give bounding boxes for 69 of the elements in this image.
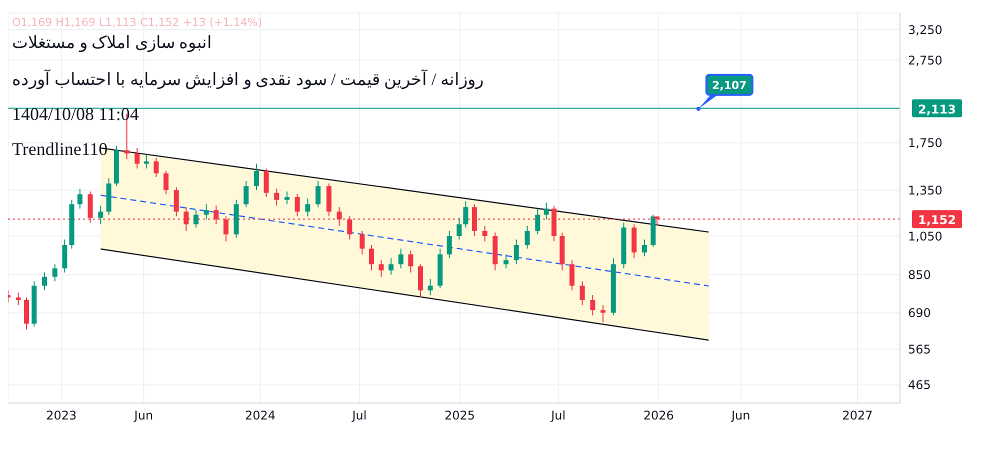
- y-tick-label: 565: [908, 342, 931, 357]
- y-tick-label: 465: [908, 378, 931, 392]
- candlestick: [428, 278, 433, 296]
- candlestick: [284, 190, 290, 205]
- x-tick-label: 2023: [46, 408, 77, 423]
- candlestick: [504, 254, 509, 269]
- candlestick: [544, 202, 549, 220]
- x-tick-label: 2024: [245, 408, 276, 423]
- x-tick-label: Jul: [351, 408, 367, 423]
- y-tick-label: 1,750: [908, 136, 942, 150]
- ref-line-label: 1,152: [918, 213, 956, 228]
- candlestick: [77, 188, 82, 210]
- candlestick: [535, 208, 540, 235]
- price-callout: 2,107: [698, 74, 754, 109]
- candlestick: [134, 148, 140, 169]
- x-tick-label: 2025: [444, 408, 475, 423]
- candlestick: [388, 258, 394, 276]
- candlestick: [24, 297, 30, 330]
- annotation: O1,169 H1,169 L1,113 C1,152 +13 (+1.14%): [12, 16, 264, 30]
- candlestick: [463, 200, 468, 228]
- y-tick-label: 1,050: [908, 229, 942, 244]
- candlestick: [174, 186, 179, 217]
- x-tick-label: Jul: [550, 408, 566, 423]
- candlestick: [368, 244, 374, 271]
- candlestick: [193, 210, 198, 228]
- y-tick-label: 690: [908, 306, 931, 320]
- candlestick: [408, 250, 414, 274]
- candlestick: [254, 163, 259, 191]
- candlestick: [154, 157, 159, 178]
- candlestick: [524, 225, 530, 250]
- candlestick: [446, 230, 452, 259]
- candlestick: [164, 170, 169, 195]
- candlestick: [52, 264, 58, 282]
- candlestick: [316, 180, 321, 208]
- candlestick: [590, 294, 596, 316]
- candlestick: [398, 248, 404, 269]
- candlestick: [294, 194, 300, 217]
- candlestick: [482, 225, 488, 242]
- y-tick-label: 1,350: [908, 183, 942, 198]
- x-tick-label: Jun: [133, 408, 154, 423]
- text: روزانه / آخرین قیمت / سود نقدی و افزایش سرمایه با احتساب آورده: [12, 69, 484, 90]
- candlestick: [360, 230, 365, 255]
- x-tick-label: 2026: [643, 408, 674, 423]
- candlestick: [98, 205, 104, 225]
- candlestick: [16, 292, 21, 306]
- x-tick-label: Jun: [730, 408, 750, 423]
- annotation: Trendline110: [12, 139, 109, 160]
- candlestick: [642, 239, 647, 257]
- ref-line-label: 2,113: [918, 102, 956, 116]
- candlestick: [62, 239, 68, 274]
- candlestick: [600, 304, 606, 323]
- x-tick-label: 2027: [842, 408, 873, 423]
- annotation: 1404/10/08 11:04: [12, 104, 140, 125]
- candlestick: [244, 180, 249, 208]
- candlestick: [456, 217, 462, 240]
- candlestick: [274, 188, 280, 206]
- y-tick-label: 850: [908, 268, 931, 282]
- text: انبوه سازی املاک و مستغلات: [12, 32, 213, 53]
- candlestick: [204, 204, 209, 220]
- candlestick: [305, 198, 310, 217]
- candlestick: [42, 272, 48, 291]
- candlestick: [378, 260, 384, 278]
- candlestick: [514, 239, 519, 265]
- candlestick: [264, 168, 269, 198]
- annotation: 2,107: [712, 78, 747, 92]
- candlestick: [569, 260, 574, 291]
- y-tick-label: 2,750: [908, 53, 942, 68]
- y-tick-label: 3,250: [908, 22, 942, 37]
- candlestick: [580, 280, 585, 306]
